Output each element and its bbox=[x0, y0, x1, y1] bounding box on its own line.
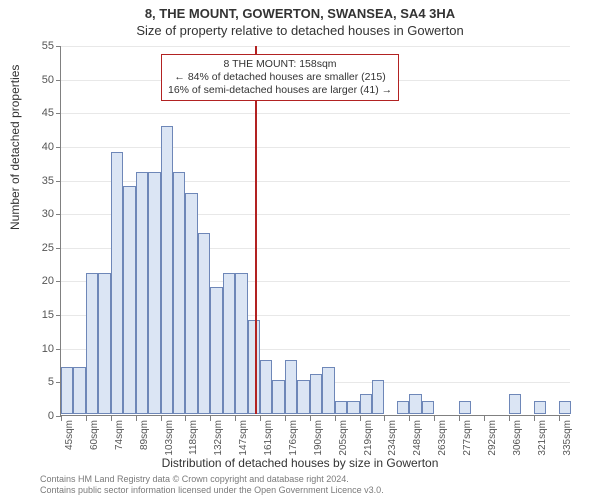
ytick-mark bbox=[56, 349, 61, 350]
xtick-mark bbox=[335, 416, 336, 421]
histogram-bar bbox=[335, 401, 347, 414]
gridline bbox=[61, 147, 570, 148]
histogram-bar bbox=[148, 172, 160, 414]
ytick-mark bbox=[56, 147, 61, 148]
ytick-label: 30 bbox=[24, 208, 54, 220]
histogram-bar bbox=[372, 380, 384, 414]
xtick-mark bbox=[409, 416, 410, 421]
ytick-mark bbox=[56, 80, 61, 81]
footer-line2: Contains public sector information licen… bbox=[40, 485, 384, 496]
ytick-label: 35 bbox=[24, 175, 54, 187]
y-axis-label: Number of detached properties bbox=[8, 65, 22, 230]
xtick-mark bbox=[459, 416, 460, 421]
xtick-mark bbox=[310, 416, 311, 421]
histogram-bar bbox=[136, 172, 148, 414]
plot-region: 45sqm60sqm74sqm89sqm103sqm118sqm132sqm14… bbox=[60, 46, 570, 416]
xtick-mark bbox=[136, 416, 137, 421]
footer-attribution: Contains HM Land Registry data © Crown c… bbox=[40, 474, 384, 496]
histogram-bar bbox=[235, 273, 247, 414]
histogram-bar bbox=[509, 394, 521, 414]
xtick-mark bbox=[384, 416, 385, 421]
histogram-bar bbox=[347, 401, 359, 414]
footer-line1: Contains HM Land Registry data © Crown c… bbox=[40, 474, 384, 485]
gridline bbox=[61, 46, 570, 47]
histogram-bar bbox=[397, 401, 409, 414]
xtick-mark bbox=[111, 416, 112, 421]
histogram-bar bbox=[297, 380, 309, 414]
xtick-mark bbox=[509, 416, 510, 421]
ytick-label: 0 bbox=[24, 410, 54, 422]
xtick-mark bbox=[285, 416, 286, 421]
histogram-bar bbox=[534, 401, 546, 414]
xtick-mark bbox=[260, 416, 261, 421]
histogram-bar bbox=[260, 360, 272, 414]
histogram-bar bbox=[285, 360, 297, 414]
title-subtitle: Size of property relative to detached ho… bbox=[0, 23, 600, 38]
xtick-mark bbox=[61, 416, 62, 421]
histogram-bar bbox=[198, 233, 210, 414]
histogram-bar bbox=[559, 401, 571, 414]
histogram-bar bbox=[272, 380, 284, 414]
gridline bbox=[61, 113, 570, 114]
title-address: 8, THE MOUNT, GOWERTON, SWANSEA, SA4 3HA bbox=[0, 6, 600, 21]
histogram-bar bbox=[409, 394, 421, 414]
xtick-mark bbox=[484, 416, 485, 421]
ytick-label: 5 bbox=[24, 376, 54, 388]
histogram-bar bbox=[422, 401, 434, 414]
xtick-mark bbox=[185, 416, 186, 421]
histogram-bar bbox=[61, 367, 73, 414]
ytick-label: 40 bbox=[24, 141, 54, 153]
title-block: 8, THE MOUNT, GOWERTON, SWANSEA, SA4 3HA… bbox=[0, 0, 600, 38]
histogram-bar bbox=[161, 126, 173, 414]
histogram-bar bbox=[173, 172, 185, 414]
annotation-line: 16% of semi-detached houses are larger (… bbox=[168, 84, 392, 97]
xtick-mark bbox=[434, 416, 435, 421]
ytick-label: 10 bbox=[24, 343, 54, 355]
ytick-label: 20 bbox=[24, 275, 54, 287]
histogram-bar bbox=[86, 273, 98, 414]
xtick-mark bbox=[161, 416, 162, 421]
histogram-bar bbox=[322, 367, 334, 414]
xtick-mark bbox=[235, 416, 236, 421]
xtick-mark bbox=[534, 416, 535, 421]
histogram-bar bbox=[98, 273, 110, 414]
xtick-mark bbox=[86, 416, 87, 421]
histogram-bar bbox=[360, 394, 372, 414]
ytick-label: 55 bbox=[24, 40, 54, 52]
histogram-bar bbox=[310, 374, 322, 414]
annotation-box: 8 THE MOUNT: 158sqm← 84% of detached hou… bbox=[161, 54, 399, 101]
ytick-mark bbox=[56, 281, 61, 282]
histogram-bar bbox=[223, 273, 235, 414]
xtick-mark bbox=[360, 416, 361, 421]
ytick-mark bbox=[56, 113, 61, 114]
ytick-label: 25 bbox=[24, 242, 54, 254]
xtick-mark bbox=[210, 416, 211, 421]
histogram-bar bbox=[459, 401, 471, 414]
ytick-label: 15 bbox=[24, 309, 54, 321]
histogram-bar bbox=[210, 287, 222, 414]
chart-area: 45sqm60sqm74sqm89sqm103sqm118sqm132sqm14… bbox=[60, 46, 570, 416]
ytick-mark bbox=[56, 214, 61, 215]
histogram-bar bbox=[185, 193, 197, 414]
histogram-bar bbox=[123, 186, 135, 414]
x-axis-label: Distribution of detached houses by size … bbox=[0, 456, 600, 470]
ytick-mark bbox=[56, 315, 61, 316]
annotation-line: 8 THE MOUNT: 158sqm bbox=[168, 58, 392, 71]
ytick-mark bbox=[56, 248, 61, 249]
ytick-mark bbox=[56, 181, 61, 182]
histogram-bar bbox=[248, 320, 260, 414]
chart-container: 8, THE MOUNT, GOWERTON, SWANSEA, SA4 3HA… bbox=[0, 0, 600, 500]
annotation-line: ← 84% of detached houses are smaller (21… bbox=[168, 71, 392, 84]
ytick-mark bbox=[56, 46, 61, 47]
xtick-mark bbox=[559, 416, 560, 421]
histogram-bar bbox=[111, 152, 123, 414]
ytick-label: 45 bbox=[24, 107, 54, 119]
ytick-label: 50 bbox=[24, 74, 54, 86]
histogram-bar bbox=[73, 367, 85, 414]
